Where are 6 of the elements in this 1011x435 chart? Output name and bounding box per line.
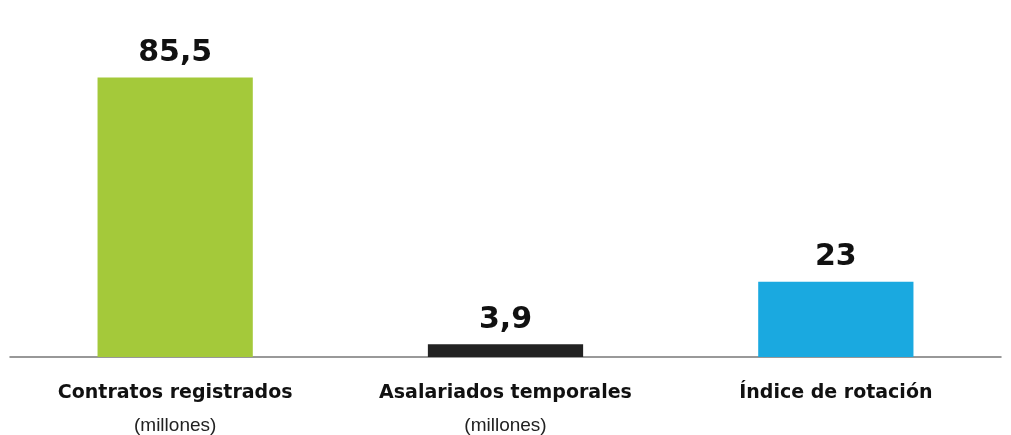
data-label: 3,9 [478,299,533,335]
x-tick-label: Asalariados temporales (millones) [379,380,632,435]
data-label: 85,5 [138,32,213,68]
data-label: 23 [814,237,857,273]
x-tick-label: Índice de rotación [739,380,933,402]
x-tick-label: Contratos registrados (millones) [57,380,293,435]
